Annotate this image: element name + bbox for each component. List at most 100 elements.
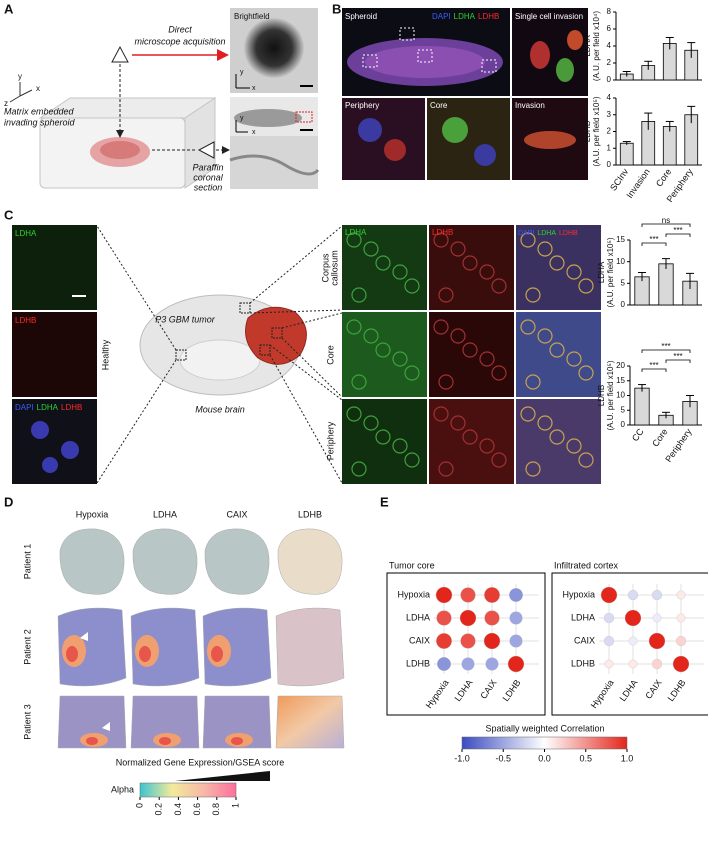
bar bbox=[658, 263, 674, 306]
correlation-dot bbox=[436, 633, 452, 649]
label: Normalized Gene Expression/GSEA score bbox=[116, 757, 285, 767]
label: y bbox=[240, 69, 244, 76]
col-label: LDHA bbox=[618, 678, 640, 703]
y-tick-label: 4 bbox=[607, 41, 612, 50]
matrix-title: Tumor core bbox=[389, 560, 435, 570]
y-tick-label: 0 bbox=[621, 420, 626, 429]
label: DAPI bbox=[15, 403, 34, 412]
micrograph bbox=[516, 225, 601, 310]
label: P3 GBM tumor bbox=[155, 314, 216, 324]
cell bbox=[363, 415, 379, 431]
correlation-dot bbox=[460, 587, 476, 603]
label: LDHA bbox=[345, 228, 367, 237]
significance: *** bbox=[661, 342, 670, 351]
label: DAPI bbox=[432, 12, 451, 21]
cell bbox=[491, 365, 507, 381]
significance-bracket bbox=[641, 349, 691, 353]
spatial-map bbox=[57, 695, 127, 749]
x-tick-label: Core bbox=[650, 427, 669, 449]
correlation-dot bbox=[651, 658, 663, 670]
label: LDHA bbox=[37, 403, 59, 412]
label: Spheroid bbox=[345, 12, 377, 21]
label: LDHA bbox=[454, 12, 476, 21]
y-tick-label: 4 bbox=[607, 93, 612, 102]
correlation-dot bbox=[437, 657, 451, 671]
spatial-map bbox=[204, 528, 270, 595]
cell bbox=[462, 255, 478, 271]
cell bbox=[525, 374, 541, 390]
cell bbox=[433, 319, 449, 335]
y-axis-label: (A.U. per field x10⁵) bbox=[606, 237, 615, 307]
cell bbox=[438, 461, 454, 477]
correlation-dot bbox=[485, 657, 499, 671]
col-label: LDHB bbox=[501, 678, 523, 703]
matrix-frame bbox=[551, 572, 708, 716]
spatial-map bbox=[277, 528, 343, 595]
y-tick-label: 10 bbox=[616, 257, 625, 266]
label: Single cell invasion bbox=[515, 12, 583, 21]
colorbar-tick-label: 0.4 bbox=[173, 803, 183, 816]
label: LDHB bbox=[15, 316, 36, 325]
significance-bracket bbox=[641, 223, 691, 227]
cell bbox=[520, 232, 536, 248]
cell bbox=[566, 438, 582, 454]
label: z bbox=[4, 99, 8, 108]
hot-region bbox=[86, 737, 98, 745]
bar bbox=[619, 142, 634, 166]
panel-a-drawing bbox=[9, 8, 320, 189]
cell bbox=[520, 406, 536, 422]
cell bbox=[438, 374, 454, 390]
cell bbox=[363, 241, 379, 257]
significance: ns bbox=[662, 216, 670, 225]
row-label: CAIX bbox=[409, 635, 430, 645]
bar bbox=[662, 126, 677, 166]
y-axis-label: LDHA bbox=[583, 35, 592, 57]
x-tick-label: CC bbox=[630, 426, 646, 443]
cell bbox=[566, 264, 582, 280]
cell bbox=[549, 255, 565, 271]
label: Periphery bbox=[345, 101, 379, 110]
arrowhead bbox=[102, 722, 110, 731]
label: LDHB bbox=[478, 12, 499, 21]
significance: *** bbox=[673, 226, 682, 235]
label: D bbox=[4, 494, 13, 509]
y-tick-label: 0 bbox=[621, 300, 626, 309]
label: Core bbox=[430, 101, 448, 110]
micrograph bbox=[342, 312, 427, 397]
cell bbox=[404, 278, 420, 294]
cell bbox=[375, 342, 391, 358]
micrograph bbox=[429, 225, 514, 310]
row-label: LDHA bbox=[406, 612, 430, 622]
colorbar-tick-label: -0.5 bbox=[495, 753, 511, 763]
cell bbox=[351, 461, 367, 477]
label: x bbox=[36, 84, 40, 93]
correlation-dot bbox=[509, 588, 523, 602]
correlation-dot bbox=[460, 633, 476, 649]
label: LDHA bbox=[153, 509, 177, 519]
cell bbox=[392, 438, 408, 454]
col-label: Hypoxia bbox=[589, 678, 616, 710]
spatial-map bbox=[275, 607, 345, 687]
y-axis-label: (A.U. per field x10⁵) bbox=[592, 96, 601, 166]
cell bbox=[346, 232, 362, 248]
y-axis-label: (A.U. per field x10⁵) bbox=[606, 360, 615, 430]
cell bbox=[346, 406, 362, 422]
cell bbox=[479, 438, 495, 454]
significance-bracket bbox=[665, 359, 691, 363]
cell bbox=[450, 241, 466, 257]
col-label: CAIX bbox=[643, 678, 663, 701]
cell bbox=[392, 351, 408, 367]
micrograph bbox=[342, 399, 427, 484]
label: Spatially weighted Correlation bbox=[485, 723, 604, 733]
label: LDHB bbox=[61, 403, 82, 412]
correlation-dot bbox=[603, 635, 615, 647]
colorbar-tick-label: 0.8 bbox=[211, 803, 221, 816]
cell bbox=[351, 287, 367, 303]
label: callosum bbox=[329, 250, 339, 286]
label: Direct bbox=[168, 24, 192, 34]
label: Corpus bbox=[320, 253, 330, 283]
row-label: LDHB bbox=[571, 658, 595, 668]
label: Hypoxia bbox=[76, 509, 109, 519]
significance-bracket bbox=[641, 368, 667, 372]
spatial-map bbox=[130, 695, 200, 749]
